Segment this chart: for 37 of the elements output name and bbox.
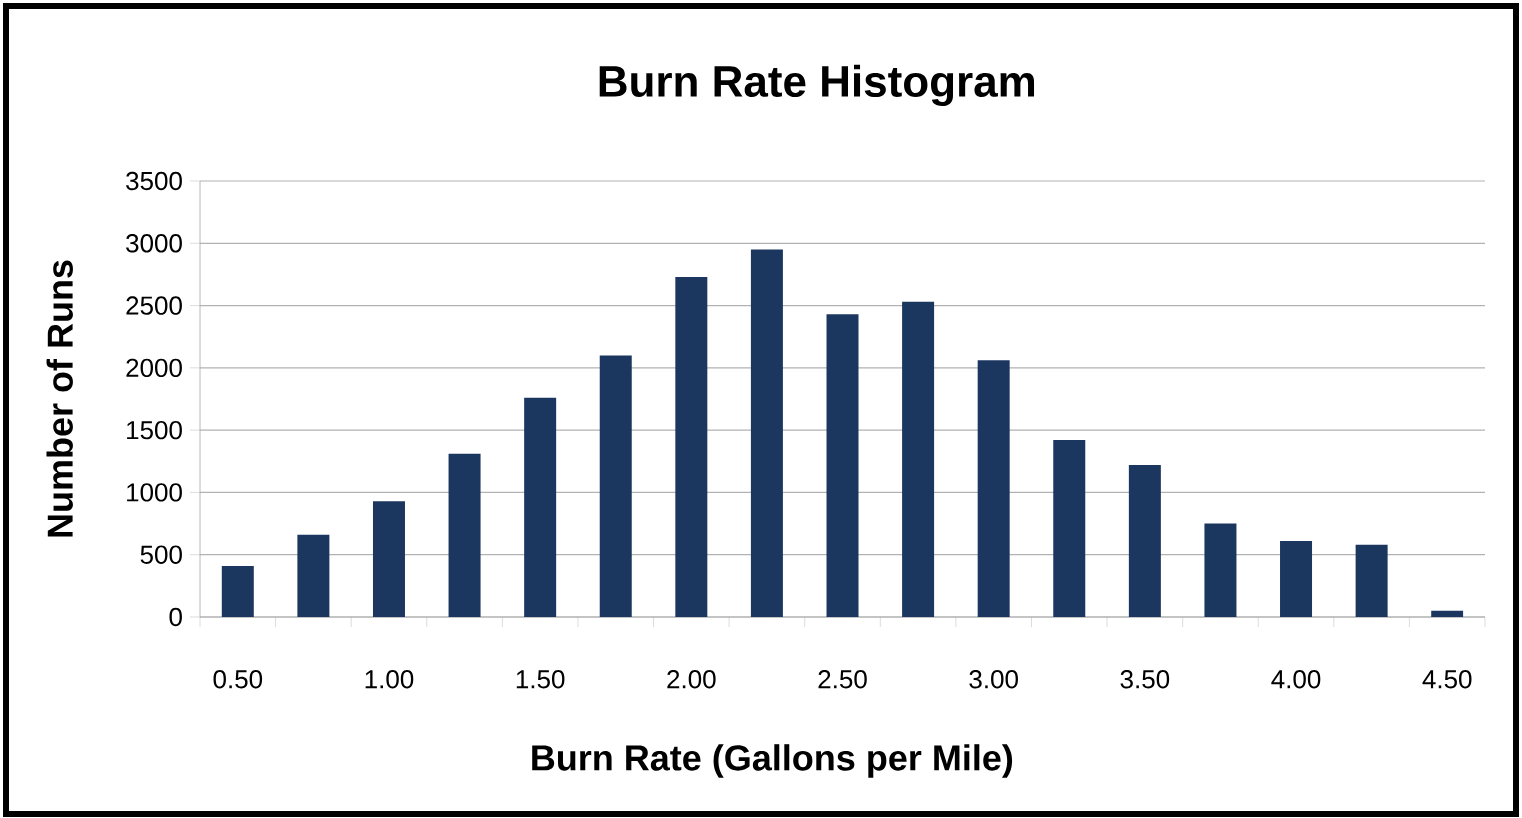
y-tick-label: 2000 xyxy=(126,358,182,378)
bar xyxy=(221,565,254,617)
y-tick-label: 3000 xyxy=(126,234,182,253)
bar xyxy=(297,534,330,617)
y-tick-label: 0 xyxy=(169,607,182,627)
x-tick-label: 3.00 xyxy=(969,670,1018,689)
bar xyxy=(1355,544,1388,617)
y-tick-label: 1000 xyxy=(127,483,182,502)
x-tick-label: 0.50 xyxy=(213,670,263,689)
y-tick-label: 1500 xyxy=(127,420,182,440)
bar xyxy=(448,453,481,617)
y-axis-title: Number of Runs xyxy=(46,260,73,537)
bar xyxy=(977,360,1010,617)
x-tick-label: 4.00 xyxy=(1271,670,1321,689)
y-tick-label: 2500 xyxy=(126,296,182,315)
bar xyxy=(1128,465,1161,617)
bar xyxy=(1431,610,1464,617)
x-tick-label: 4.50 xyxy=(1422,670,1472,689)
bar xyxy=(750,249,783,617)
bar xyxy=(826,314,859,617)
bar xyxy=(1204,523,1237,617)
x-tick-label: 2.50 xyxy=(818,670,867,689)
x-tick-label: 3.50 xyxy=(1120,670,1170,689)
bar xyxy=(1280,541,1313,617)
bar xyxy=(372,501,405,617)
bar xyxy=(675,276,708,617)
bar xyxy=(902,301,935,617)
y-tick-label: 500 xyxy=(140,545,182,564)
bar xyxy=(599,355,632,617)
bar xyxy=(1053,440,1086,617)
y-tick-label: 3500 xyxy=(126,171,182,191)
x-tick-label: 2.00 xyxy=(667,670,716,689)
x-axis-title: Burn Rate (Gallons per Mile) xyxy=(532,744,1013,778)
bar xyxy=(524,397,557,617)
chart-title: Burn Rate Histogram xyxy=(599,64,1035,106)
x-tick-label: 1.50 xyxy=(516,670,565,689)
x-tick-label: 1.00 xyxy=(365,670,414,689)
